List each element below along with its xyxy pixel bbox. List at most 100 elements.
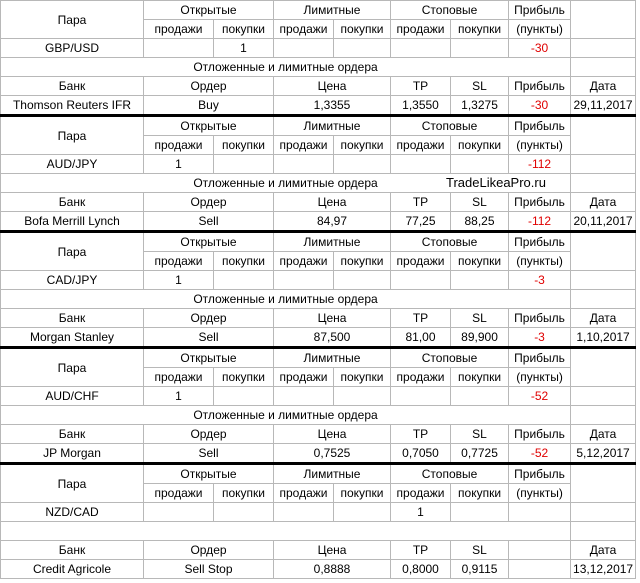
- order-cell: Sell: [143, 327, 274, 348]
- order-header-cell: Цена: [272, 424, 392, 444]
- order-header-cell: Дата: [570, 192, 637, 212]
- header-cell: Пара: [0, 114, 144, 155]
- order-cell: [508, 559, 572, 579]
- order-cell: 0,7525: [272, 443, 392, 464]
- pair-block: Пара Открытые Лимитные Стоповые Прибыль прода…: [0, 346, 637, 464]
- subheader-cell: покупки: [332, 135, 392, 155]
- position-cell: NZD/CAD: [0, 502, 144, 522]
- row: AUD/JPY 1 -112: [0, 154, 637, 174]
- row: продажи покупки продажи покупки продажи покуп…: [1, 251, 636, 271]
- order-header-cell: Банк: [0, 192, 144, 212]
- subheader-cell: покупки: [450, 251, 510, 271]
- order-cell: 1,3550: [390, 95, 452, 116]
- header-cell: Лимитные: [272, 346, 392, 368]
- empty-cell: [570, 38, 637, 58]
- order-header-cell: Банк: [0, 540, 144, 560]
- order-cell: -112: [508, 211, 572, 232]
- header-cell: Открытые: [143, 0, 274, 20]
- order-cell: 88,25: [450, 211, 510, 232]
- empty-cell: [570, 0, 637, 39]
- order-cell: -52: [508, 443, 572, 464]
- row: Пара Открытые Лимитные Стоповые Прибыль: [0, 114, 637, 155]
- subheader-cell: покупки: [332, 19, 392, 39]
- position-cell: [390, 154, 452, 174]
- orders-title: Отложенные и лимитные ордера: [0, 57, 571, 77]
- order-cell: Buy: [143, 95, 274, 116]
- order-cell: 5,12,2017: [570, 443, 637, 464]
- empty-cell: [570, 154, 637, 174]
- orders-title: Отложенные и лимитные ордера TradeLikeaPr…: [0, 173, 571, 193]
- order-header-cell: TP: [390, 540, 452, 560]
- subheader-cell: продажи: [390, 367, 452, 387]
- position-cell: [508, 502, 572, 522]
- position-cell: [213, 270, 274, 290]
- position-cell: GBP/USD: [0, 38, 144, 58]
- header-cell: Прибыль: [508, 462, 572, 484]
- order-header-cell: Дата: [570, 76, 637, 96]
- subheader-cell: покупки: [450, 19, 510, 39]
- order-header-cell: Цена: [272, 192, 392, 212]
- order-cell: 89,900: [450, 327, 510, 348]
- row: продажи покупки продажи покупки продажи покуп…: [1, 135, 636, 155]
- header-cell: Стоповые: [390, 0, 510, 20]
- order-cell: 0,7725: [450, 443, 510, 464]
- pair-block: Пара Открытые Лимитные Стоповые Прибыль прода…: [0, 462, 637, 579]
- empty-cell: [570, 346, 637, 387]
- subheader-cell: (пункты): [508, 135, 572, 155]
- subheader-cell: продажи: [143, 19, 214, 39]
- empty-cell: [570, 57, 637, 77]
- order-header-cell: Дата: [570, 540, 637, 560]
- row: [0, 521, 637, 541]
- empty-cell: [570, 173, 637, 193]
- order-header-cell: SL: [450, 192, 510, 212]
- header-cell: Открытые: [143, 114, 274, 136]
- position-cell: 1: [143, 154, 214, 174]
- row: Пара Открытые Лимитные Стоповые Прибыль: [0, 346, 637, 387]
- header-cell: Открытые: [143, 346, 274, 368]
- order-cell: 1,3275: [450, 95, 510, 116]
- row: Банк Ордер Цена TP SL Прибыль Дата: [0, 424, 637, 444]
- subheader-cell: продажи: [390, 251, 452, 271]
- order-cell: Bofa Merrill Lynch: [0, 211, 144, 232]
- position-cell: [273, 502, 334, 522]
- header-cell: Лимитные: [272, 114, 392, 136]
- header-cell: Стоповые: [390, 462, 510, 484]
- order-header-cell: SL: [450, 308, 510, 328]
- header-cell: Пара: [0, 230, 144, 271]
- row: Отложенные и лимитные ордера TradeLikeaPr…: [0, 173, 637, 193]
- header-cell: Лимитные: [272, 230, 392, 252]
- pair-block: Пара Открытые Лимитные Стоповые Прибыль прода…: [0, 114, 637, 232]
- order-header-cell: Прибыль: [508, 76, 572, 96]
- position-cell: [332, 154, 392, 174]
- empty-cell: [570, 386, 637, 406]
- row: Пара Открытые Лимитные Стоповые Прибыль: [0, 230, 637, 271]
- order-cell: 0,9115: [450, 559, 510, 579]
- position-cell: [390, 38, 452, 58]
- position-cell: [332, 270, 392, 290]
- subheader-cell: продажи: [390, 483, 452, 503]
- position-cell: [143, 502, 214, 522]
- position-cell: [273, 38, 334, 58]
- subheader-cell: продажи: [390, 19, 452, 39]
- order-cell: Sell: [143, 443, 274, 464]
- watermark: TradeLikeaPro.ru: [446, 175, 546, 190]
- header-cell: Лимитные: [272, 462, 392, 484]
- order-header-cell: SL: [450, 540, 510, 560]
- position-cell: [450, 154, 510, 174]
- subheader-cell: продажи: [390, 135, 452, 155]
- subheader-cell: продажи: [143, 367, 214, 387]
- order-header-cell: Банк: [0, 308, 144, 328]
- order-header-cell: SL: [450, 424, 510, 444]
- order-header-cell: Прибыль: [508, 424, 572, 444]
- header-cell: Стоповые: [390, 346, 510, 368]
- order-header-cell: TP: [390, 76, 452, 96]
- orders-title: [0, 521, 571, 541]
- position-cell: AUD/CHF: [0, 386, 144, 406]
- order-header-cell: Банк: [0, 76, 144, 96]
- subheader-cell: продажи: [273, 483, 334, 503]
- subheader-cell: покупки: [332, 483, 392, 503]
- subheader-cell: покупки: [332, 251, 392, 271]
- subheader-cell: покупки: [213, 251, 274, 271]
- order-header-cell: Дата: [570, 424, 637, 444]
- row: CAD/JPY 1 -3: [0, 270, 637, 290]
